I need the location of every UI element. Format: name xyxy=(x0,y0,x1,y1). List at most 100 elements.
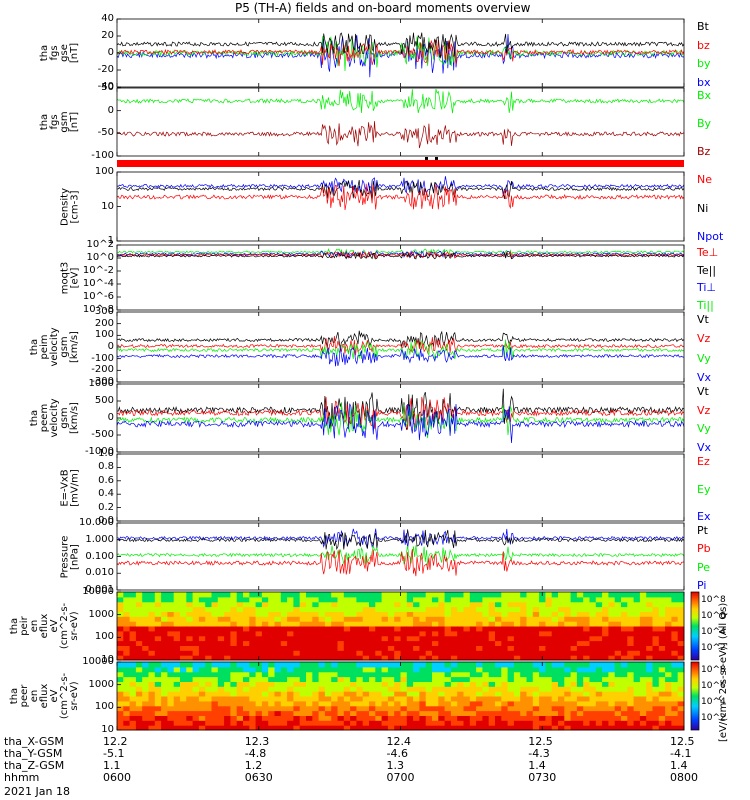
panel-frame xyxy=(116,171,685,242)
legend-entry: Ni xyxy=(697,201,709,215)
ephem-value: -4.8 xyxy=(244,747,267,760)
ylabel-line: E=-VxB xyxy=(59,468,70,507)
legend-entry: Vt xyxy=(697,313,709,326)
series-line xyxy=(116,545,685,566)
panel-frame xyxy=(116,87,685,157)
colorbar-label: [eV/(cm^2-s-sr-eV)] (All Qs) xyxy=(718,602,729,742)
ephem-value: 0600 xyxy=(103,771,131,784)
ytick-label: -20 xyxy=(97,64,114,75)
ytick-label: 500 xyxy=(94,395,114,406)
ylabel-line: moqt3 xyxy=(59,261,70,294)
series-line xyxy=(116,176,685,196)
ylabel-line: sr-eV) xyxy=(69,611,80,641)
panel-ylabel-fgs_gsm: tha fgs gsm [nT] xyxy=(39,88,80,156)
series-line xyxy=(116,179,685,200)
series-line xyxy=(116,529,685,550)
ytick-label: 10.000 xyxy=(79,517,114,528)
colorbar-tick: 10^8 xyxy=(701,595,726,605)
ytick-label: 10 xyxy=(101,724,114,735)
legend-entry: Vx xyxy=(697,441,712,454)
legend-entry: Ti⊥ xyxy=(697,281,717,295)
ylabel-line: Pressure xyxy=(59,535,70,578)
ytick-label: 0.010 xyxy=(85,567,114,579)
ytick-label: 0.100 xyxy=(85,550,114,562)
legend-entry: Pe xyxy=(697,560,711,574)
date-label: 2021 Jan 18 xyxy=(4,785,70,798)
legend-entry: Vt xyxy=(697,385,709,398)
ytick-label: 0.2 xyxy=(98,501,114,513)
ephem-value: 1.2 xyxy=(244,759,263,772)
ytick-label: 1.0 xyxy=(98,448,114,459)
ephem-value: 0700 xyxy=(386,771,415,784)
ephem-value: 1.4 xyxy=(528,759,546,772)
ephem-row-label: hhmm xyxy=(4,771,40,784)
ylabel-line: [nPa] xyxy=(69,543,80,570)
ephem-value: -4.1 xyxy=(670,747,692,760)
ytick-label: 10000 xyxy=(82,586,114,597)
ytick-label: 50 xyxy=(101,82,114,93)
status-bar xyxy=(117,160,684,167)
ytick-label: 1000 xyxy=(88,378,114,389)
ylabel-line: [mV/m] xyxy=(69,468,80,507)
legend-entry: Vx xyxy=(697,371,712,384)
ytick-label: -40 xyxy=(97,81,114,92)
ytick-label: -100 xyxy=(91,352,114,364)
legend-entry: Pi xyxy=(697,579,707,592)
ytick-label: 10^0 xyxy=(86,252,114,263)
series-line xyxy=(116,36,685,72)
legend-entry: Ti|| xyxy=(697,299,714,312)
series-line xyxy=(116,388,685,431)
ytick-label: 1000 xyxy=(88,678,114,690)
ytick-label: 10 xyxy=(101,200,114,212)
series-line xyxy=(116,335,685,356)
ephem-value: 1.1 xyxy=(103,759,121,772)
colorbar-tick: 10^8 xyxy=(701,665,726,675)
ephem-value: 0630 xyxy=(244,771,273,784)
ephem-value: 0730 xyxy=(528,771,557,784)
ytick-label: 1.000 xyxy=(85,533,114,545)
panel-ylabel-peem_velocity: tha peem velocity gsm [km/s] xyxy=(29,384,80,452)
ytick-label: 0 xyxy=(107,47,114,58)
series-line xyxy=(117,528,685,549)
colorbar-tick: 10^2 xyxy=(701,643,726,653)
series-line xyxy=(116,32,685,59)
ytick-label: 200 xyxy=(94,317,114,329)
colorbar-tick: 10^4 xyxy=(701,627,726,637)
ytick-label: 10^2 xyxy=(86,239,114,250)
series-line xyxy=(116,330,685,350)
ytick-label: 100 xyxy=(94,631,114,643)
legend-entry: by xyxy=(697,57,711,71)
ephem-value: 12.5 xyxy=(528,735,553,748)
ytick-label: 0 xyxy=(107,412,114,423)
ytick-label: -200 xyxy=(91,364,114,376)
ytick-label: -1000 xyxy=(84,446,114,457)
series-line xyxy=(116,183,685,211)
ytick-label: 20 xyxy=(101,30,114,41)
ylabel-line: [cm-3] xyxy=(69,190,80,224)
panel-frame xyxy=(116,311,685,383)
ytick-label: 40 xyxy=(101,13,114,24)
ytick-label: 300 xyxy=(94,306,114,317)
series-line xyxy=(116,252,685,260)
ylabel-line: sr-eV) xyxy=(69,681,80,711)
ephem-row-label: tha_Z-GSM xyxy=(4,759,65,772)
panel-ylabel-peim_velocity: tha peim velocity gsm [km/s] xyxy=(29,312,80,382)
ephem-value: -4.6 xyxy=(386,747,408,760)
ephem-value: -5.1 xyxy=(103,747,125,760)
ytick-label: -100 xyxy=(91,150,114,161)
series-line xyxy=(116,396,685,430)
legend-entry: Ey xyxy=(697,482,711,496)
legend-entry: By xyxy=(697,117,712,130)
panel-ylabel-pressure: Pressure [nPa] xyxy=(59,523,80,590)
ytick-label: 10 xyxy=(101,654,114,665)
ytick-label: 10000 xyxy=(82,656,114,667)
ephem-value: 12.4 xyxy=(386,735,412,748)
ytick-label: 1000 xyxy=(88,608,114,620)
ytick-label: 0.4 xyxy=(98,488,114,500)
ephem-value: 1.3 xyxy=(386,759,405,772)
figure-title: P5 (TH-A) fields and on-board moments ov… xyxy=(235,1,531,15)
ytick-label: 0.0 xyxy=(98,515,114,526)
series-line xyxy=(116,33,685,78)
ytick-label: 10^-6 xyxy=(82,291,114,302)
